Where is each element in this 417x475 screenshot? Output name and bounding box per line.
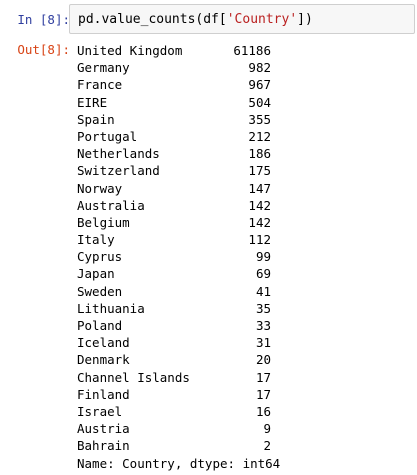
code-prefix: pd.value_counts(df[: [78, 12, 227, 27]
output-row: Switzerland 175: [77, 162, 280, 179]
output-row: Australia 142: [77, 197, 280, 214]
output-row: Japan 69: [77, 265, 280, 282]
country-count: 17: [255, 386, 271, 402]
country-label: Cyprus: [77, 249, 123, 265]
output-row: Norway 147: [77, 180, 280, 197]
country-label: Switzerland: [77, 163, 160, 179]
output-row: Israel 16: [77, 403, 280, 420]
code-string-literal: 'Country': [226, 12, 298, 27]
country-label: Italy: [77, 232, 115, 248]
output-row: Denmark 20: [77, 351, 280, 368]
output-row: Netherlands 186: [77, 145, 280, 162]
country-label: Australia: [77, 197, 145, 213]
output-row: Poland 33: [77, 317, 280, 334]
country-label: Iceland: [77, 335, 130, 351]
value-counts-list: United Kingdom 61186 Germany 982 France 967 EI…: [77, 42, 280, 455]
country-count: 33: [255, 318, 271, 333]
country-count: 61186: [233, 43, 271, 58]
country-count: 31: [255, 335, 271, 351]
output-row: Germany 982: [77, 59, 280, 76]
country-count: 967: [248, 77, 271, 93]
country-label: France: [77, 77, 123, 93]
code-line: pd.value_counts(df['Country']): [78, 12, 313, 27]
series-footer: Name: Country, dtype: int64: [77, 455, 281, 471]
country-label: Austria: [77, 421, 130, 437]
country-label: Israel: [77, 403, 123, 419]
country-label: Portugal: [77, 128, 138, 144]
output-row: Finland 17: [77, 386, 280, 403]
country-count: 20: [255, 352, 271, 368]
country-label: Belgium: [77, 214, 130, 230]
country-label: Norway: [77, 180, 123, 196]
output-row: Sweden 41: [77, 283, 280, 300]
country-count: 35: [255, 300, 271, 316]
country-count: 142: [248, 197, 271, 213]
output-prompt: Out[8]:: [17, 42, 70, 57]
output-row: France 967: [77, 76, 280, 93]
output-row: Cyprus 99: [77, 248, 280, 265]
code-suffix: ]): [297, 12, 313, 27]
country-count: 355: [248, 111, 271, 127]
output-row: EIRE 504: [77, 94, 280, 111]
country-label: Denmark: [77, 352, 130, 368]
output-row: Spain 355: [77, 111, 280, 128]
output-row: United Kingdom 61186: [77, 42, 280, 59]
output-row: Channel Islands 17: [77, 369, 280, 386]
country-count: 982: [248, 60, 271, 76]
code-input-area[interactable]: pd.value_counts(df['Country']): [69, 4, 415, 34]
country-count: 69: [255, 266, 271, 282]
country-count: 17: [255, 369, 271, 385]
country-label: Poland: [77, 318, 123, 333]
country-count: 99: [255, 249, 271, 265]
country-count: 16: [255, 403, 271, 419]
country-count: 112: [248, 232, 271, 248]
output-row: Austria 9: [77, 420, 280, 437]
country-label: Channel Islands: [77, 369, 190, 385]
country-label: Germany: [77, 60, 130, 76]
output-area: United Kingdom 61186 Germany 982 France 967 EI…: [77, 42, 280, 472]
country-count: 504: [248, 94, 271, 110]
country-label: Sweden: [77, 283, 123, 299]
country-count: 212: [248, 128, 271, 144]
country-count: 41: [255, 283, 271, 299]
output-row: Portugal 212: [77, 128, 280, 145]
country-label: United Kingdom: [77, 43, 183, 58]
country-count: 2: [263, 438, 271, 454]
country-label: Netherlands: [77, 146, 160, 162]
country-label: Japan: [77, 266, 115, 282]
country-count: 186: [248, 146, 271, 162]
country-count: 175: [248, 163, 271, 179]
country-count: 142: [248, 214, 271, 230]
output-row: Italy 112: [77, 231, 280, 248]
country-label: EIRE: [77, 94, 108, 110]
country-count: 147: [248, 180, 271, 196]
country-label: Bahrain: [77, 438, 130, 454]
country-label: Finland: [77, 386, 130, 402]
output-row: Lithuania 35: [77, 300, 280, 317]
output-row: Bahrain 2: [77, 437, 280, 454]
country-count: 9: [263, 421, 271, 437]
country-label: Spain: [77, 111, 115, 127]
country-label: Lithuania: [77, 300, 145, 316]
output-row: Iceland 31: [77, 334, 280, 351]
output-row: Belgium 142: [77, 214, 280, 231]
input-prompt: In [8]:: [17, 12, 70, 27]
